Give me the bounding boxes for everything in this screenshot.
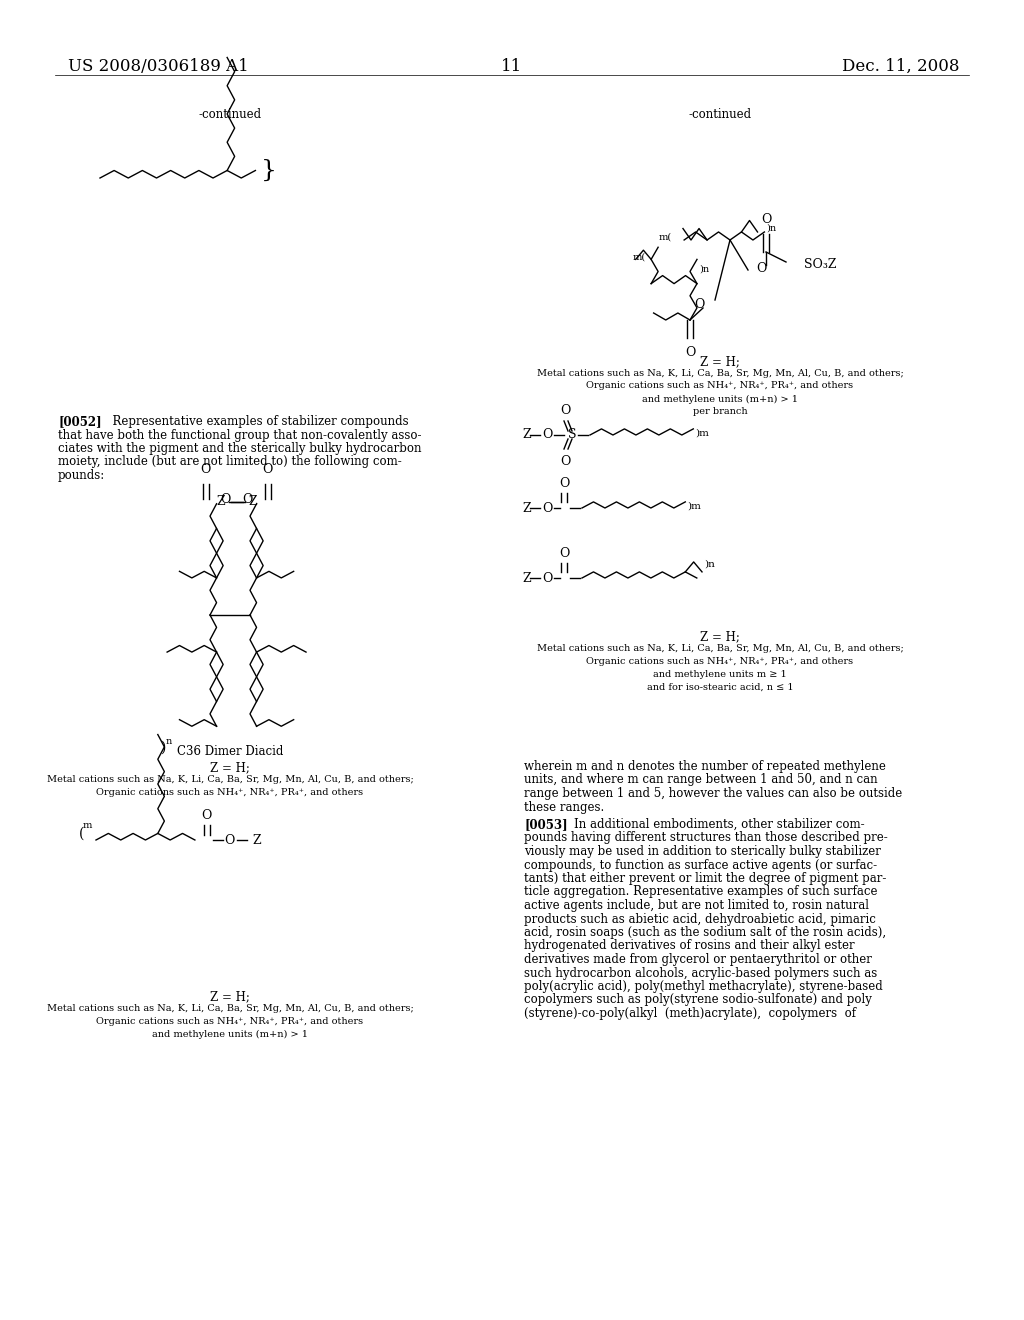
Text: Z: Z <box>249 495 257 508</box>
Text: viously may be used in addition to sterically bulky stabilizer: viously may be used in addition to steri… <box>524 845 881 858</box>
Text: acid, rosin soaps (such as the sodium salt of the rosin acids),: acid, rosin soaps (such as the sodium sa… <box>524 927 886 939</box>
Text: O: O <box>224 833 236 846</box>
Text: tants) that either prevent or limit the degree of pigment par-: tants) that either prevent or limit the … <box>524 873 887 884</box>
Text: O: O <box>262 463 272 475</box>
Text: In additional embodiments, other stabilizer com-: In additional embodiments, other stabili… <box>574 818 864 832</box>
Text: O: O <box>559 477 569 490</box>
Text: and methylene units (m+n) > 1: and methylene units (m+n) > 1 <box>152 1030 308 1039</box>
Text: [0053]: [0053] <box>524 818 567 832</box>
Text: ): ) <box>160 741 165 755</box>
Text: S: S <box>567 429 577 441</box>
Text: Z: Z <box>522 572 530 585</box>
Text: m(: m( <box>633 252 646 261</box>
Text: O: O <box>559 546 569 560</box>
Text: O: O <box>243 494 253 507</box>
Text: O: O <box>761 213 771 226</box>
Text: these ranges.: these ranges. <box>524 800 604 813</box>
Text: Representative examples of stabilizer compounds: Representative examples of stabilizer co… <box>105 414 409 428</box>
Text: active agents include, but are not limited to, rosin natural: active agents include, but are not limit… <box>524 899 869 912</box>
Text: Organic cations such as NH₄⁺, NR₄⁺, PR₄⁺, and others: Organic cations such as NH₄⁺, NR₄⁺, PR₄⁺… <box>96 1016 364 1026</box>
Text: Z = H;: Z = H; <box>700 630 740 643</box>
Text: and methylene units (m+n) > 1: and methylene units (m+n) > 1 <box>642 395 798 404</box>
Text: Metal cations such as Na, K, Li, Ca, Ba, Sr, Mg, Mn, Al, Cu, B, and others;: Metal cations such as Na, K, Li, Ca, Ba,… <box>537 644 903 653</box>
Text: O: O <box>202 809 212 822</box>
Text: derivatives made from glycerol or pentaerythritol or other: derivatives made from glycerol or pentae… <box>524 953 871 966</box>
Text: ciates with the pigment and the sterically bulky hydrocarbon: ciates with the pigment and the sterical… <box>58 442 422 455</box>
Text: Z: Z <box>522 429 530 441</box>
Text: Metal cations such as Na, K, Li, Ca, Ba, Sr, Mg, Mn, Al, Cu, B, and others;: Metal cations such as Na, K, Li, Ca, Ba,… <box>537 370 903 378</box>
Text: O: O <box>560 404 570 417</box>
Text: Organic cations such as NH₄⁺, NR₄⁺, PR₄⁺, and others: Organic cations such as NH₄⁺, NR₄⁺, PR₄⁺… <box>96 788 364 797</box>
Text: (: ( <box>79 828 85 841</box>
Text: O: O <box>220 494 231 507</box>
Text: )n: )n <box>705 560 715 569</box>
Text: Metal cations such as Na, K, Li, Ca, Ba, Sr, Mg, Mn, Al, Cu, B, and others;: Metal cations such as Na, K, Li, Ca, Ba,… <box>47 1005 414 1012</box>
Text: pounds:: pounds: <box>58 469 105 482</box>
Text: per branch: per branch <box>692 407 748 416</box>
Text: US 2008/0306189 A1: US 2008/0306189 A1 <box>68 58 249 75</box>
Text: Z = H;: Z = H; <box>700 355 740 368</box>
Text: and methylene units m ≥ 1: and methylene units m ≥ 1 <box>653 671 786 678</box>
Text: [0052]: [0052] <box>58 414 101 428</box>
Text: -continued: -continued <box>199 108 261 121</box>
Text: SO₃Z: SO₃Z <box>804 257 837 271</box>
Text: pounds having different structures than those described pre-: pounds having different structures than … <box>524 832 888 845</box>
Text: O: O <box>560 455 570 469</box>
Text: that have both the functional group that non-covalently asso-: that have both the functional group that… <box>58 429 422 441</box>
Text: n: n <box>166 737 172 746</box>
Text: }: } <box>260 158 276 182</box>
Text: O: O <box>694 298 705 312</box>
Text: hydrogenated derivatives of rosins and their alkyl ester: hydrogenated derivatives of rosins and t… <box>524 940 855 953</box>
Text: range between 1 and 5, however the values can also be outside: range between 1 and 5, however the value… <box>524 787 902 800</box>
Text: moiety, include (but are not limited to) the following com-: moiety, include (but are not limited to)… <box>58 455 401 469</box>
Text: Z: Z <box>253 833 261 846</box>
Text: O: O <box>201 463 211 475</box>
Text: m: m <box>82 821 92 830</box>
Text: compounds, to function as surface active agents (or surfac-: compounds, to function as surface active… <box>524 858 878 871</box>
Text: Organic cations such as NH₄⁺, NR₄⁺, PR₄⁺, and others: Organic cations such as NH₄⁺, NR₄⁺, PR₄⁺… <box>587 657 854 667</box>
Text: products such as abietic acid, dehydroabietic acid, pimaric: products such as abietic acid, dehydroab… <box>524 912 876 925</box>
Text: C36 Dimer Diacid: C36 Dimer Diacid <box>177 744 284 758</box>
Text: m(: m( <box>658 232 672 242</box>
Text: Organic cations such as NH₄⁺, NR₄⁺, PR₄⁺, and others: Organic cations such as NH₄⁺, NR₄⁺, PR₄⁺… <box>587 381 854 389</box>
Text: Metal cations such as Na, K, Li, Ca, Ba, Sr, Mg, Mn, Al, Cu, B, and others;: Metal cations such as Na, K, Li, Ca, Ba,… <box>47 775 414 784</box>
Text: and for iso-stearic acid, n ≤ 1: and for iso-stearic acid, n ≤ 1 <box>647 682 794 692</box>
Text: copolymers such as poly(styrene sodio-sulfonate) and poly: copolymers such as poly(styrene sodio-su… <box>524 994 871 1006</box>
Text: Z: Z <box>522 502 530 515</box>
Text: Z = H;: Z = H; <box>210 762 250 774</box>
Text: ticle aggregation. Representative examples of such surface: ticle aggregation. Representative exampl… <box>524 886 878 899</box>
Text: )m: )m <box>695 429 710 437</box>
Text: O: O <box>542 502 552 515</box>
Text: O: O <box>756 261 766 275</box>
Text: (styrene)-co-poly(alkyl  (meth)acrylate),  copolymers  of: (styrene)-co-poly(alkyl (meth)acrylate),… <box>524 1007 856 1020</box>
Text: wherein m and n denotes the number of repeated methylene: wherein m and n denotes the number of re… <box>524 760 886 774</box>
Text: Z = H;: Z = H; <box>210 990 250 1003</box>
Text: O: O <box>542 429 552 441</box>
Text: )m: )m <box>687 502 701 511</box>
Text: O: O <box>542 572 552 585</box>
Text: 11: 11 <box>502 58 522 75</box>
Text: such hydrocarbon alcohols, acrylic-based polymers such as: such hydrocarbon alcohols, acrylic-based… <box>524 966 878 979</box>
Text: poly(acrylic acid), poly(methyl methacrylate), styrene-based: poly(acrylic acid), poly(methyl methacry… <box>524 979 883 993</box>
Text: units, and where m can range between 1 and 50, and n can: units, and where m can range between 1 a… <box>524 774 878 787</box>
Text: Dec. 11, 2008: Dec. 11, 2008 <box>843 58 961 75</box>
Text: )n: )n <box>766 223 776 232</box>
Text: O: O <box>685 346 695 359</box>
Text: Z: Z <box>216 495 224 508</box>
Text: -continued: -continued <box>688 108 752 121</box>
Text: )n: )n <box>699 264 710 273</box>
